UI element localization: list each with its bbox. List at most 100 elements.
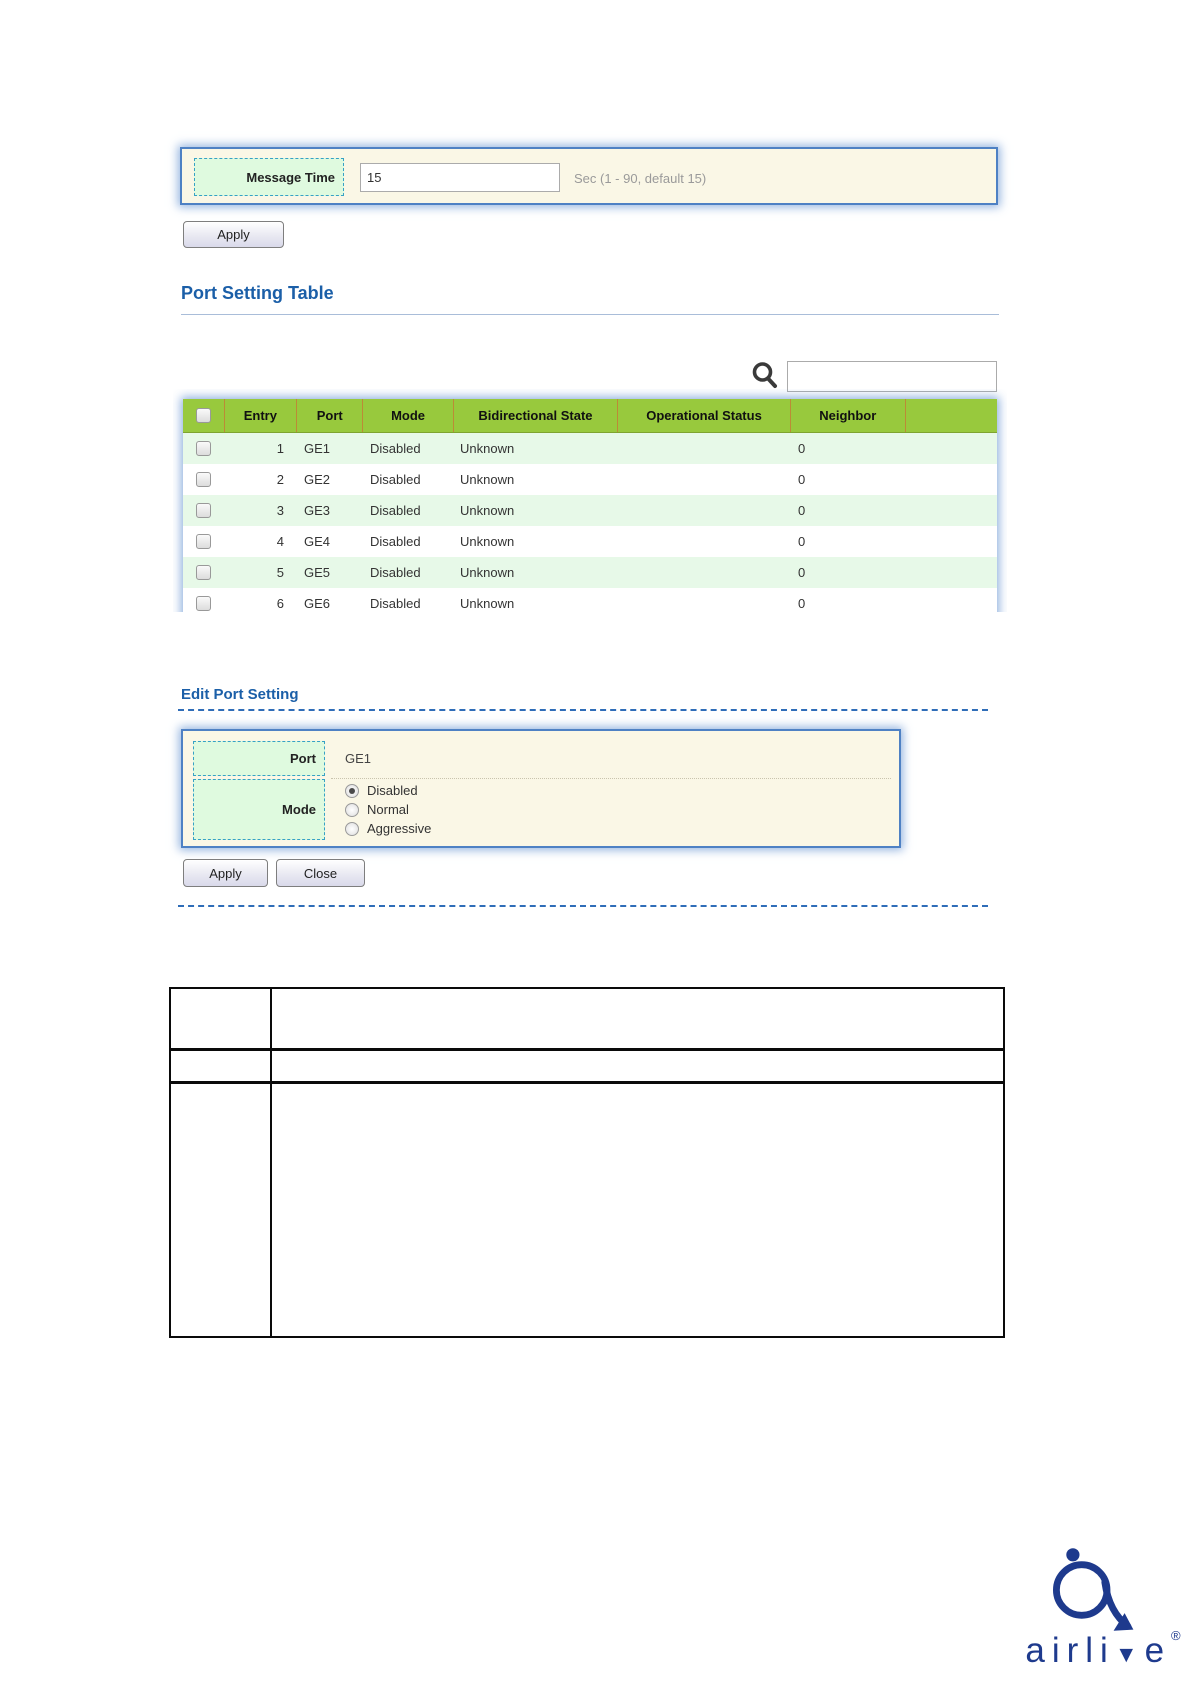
cell-mode: Disabled [370,534,421,549]
cell-entry: 6 [276,596,284,611]
cell-blank [905,464,997,495]
row-checkbox[interactable] [196,472,211,487]
cell-operational-status [617,464,790,495]
message-time-label: Message Time [194,158,344,196]
cell-bidirectional-state: Unknown [460,596,515,611]
cell-mode: Disabled [370,596,421,611]
radio-icon[interactable] [345,821,359,836]
table-row: 4 GE4 Disabled Unknown 0 [183,526,997,557]
table-row: 6 GE6 Disabled Unknown 0 [183,588,997,612]
cell-blank [905,526,997,557]
cell-mode: Disabled [370,503,421,518]
row-checkbox[interactable] [196,565,211,580]
table-header-row: Entry Port Mode Bidirectional State Oper… [183,399,997,433]
col-header-bidirectional-state[interactable]: Bidirectional State [454,399,619,432]
port-setting-table-title: Port Setting Table [181,283,334,303]
row-checkbox[interactable] [196,503,211,518]
radio-icon[interactable] [345,783,359,798]
description-table [169,987,1005,1338]
select-all-checkbox[interactable] [195,408,211,423]
mode-radio-option[interactable]: Disabled [345,781,431,800]
cell-neighbor: 0 [798,503,806,518]
cell-port: GE3 [304,503,331,518]
mode-radio-option[interactable]: Normal [345,800,431,819]
cell-blank [905,588,997,612]
cell-neighbor: 0 [798,596,806,611]
col-header-operational-status[interactable]: Operational Status [618,399,791,432]
apply-button[interactable]: Apply [183,221,284,248]
description-table-cell [272,1051,1003,1084]
search-icon [752,362,777,388]
port-table-body: 1 GE1 Disabled Unknown 0 2 GE2 Disabled … [183,433,997,612]
row-checkbox-cell [183,588,224,612]
description-table-cell [171,1084,272,1336]
apply-button[interactable]: Apply [183,859,268,887]
table-row: 5 GE5 Disabled Unknown 0 [183,557,997,588]
row-checkbox-cell [183,433,224,464]
row-checkbox[interactable] [196,596,211,611]
section-separator [178,709,988,711]
cell-operational-status [617,557,790,588]
search-input[interactable] [787,361,997,392]
cell-operational-status [617,526,790,557]
table-row: 3 GE3 Disabled Unknown 0 [183,495,997,526]
message-time-panel: Message Time Sec (1 - 90, default 15) [180,147,998,205]
message-time-input[interactable] [360,163,560,192]
mode-radio-option[interactable]: Aggressive [345,819,431,838]
port-table-clip-region: Entry Port Mode Bidirectional State Oper… [173,389,1007,612]
cell-bidirectional-state: Unknown [460,503,515,518]
title-rule [181,314,999,315]
cell-operational-status [617,495,790,526]
col-header-mode[interactable]: Mode [363,399,454,432]
radio-icon[interactable] [345,802,359,817]
wordmark-text: e [1144,1631,1172,1670]
row-checkbox[interactable] [196,534,211,549]
cell-port: GE4 [304,534,331,549]
section-separator [178,905,988,907]
mode-label: Mode [193,779,325,840]
col-header-entry[interactable]: Entry [225,399,298,432]
cell-operational-status [617,433,790,464]
wordmark-v-triangle: ▼ [1114,1641,1145,1667]
cell-entry: 5 [276,565,284,580]
row-divider [331,778,891,779]
cell-port: GE6 [304,596,331,611]
airlive-logo-icon [1052,1548,1134,1631]
cell-entry: 4 [276,534,284,549]
close-button[interactable]: Close [276,859,365,887]
cell-operational-status [617,588,790,612]
row-checkbox-cell [183,464,224,495]
cell-blank [905,433,997,464]
cell-mode: Disabled [370,441,421,456]
row-checkbox-cell [183,495,224,526]
cell-neighbor: 0 [798,565,806,580]
cell-neighbor: 0 [798,441,806,456]
wordmark-text: airli [1025,1631,1115,1670]
row-checkbox-cell [183,557,224,588]
cell-mode: Disabled [370,472,421,487]
mode-radio-group: Disabled Normal Aggressive [345,781,431,838]
cell-bidirectional-state: Unknown [460,472,515,487]
description-table-cell [171,1051,272,1084]
cell-mode: Disabled [370,565,421,580]
airlive-wordmark: airli▼e® [1018,1628,1188,1671]
edit-port-setting-panel: Port GE1 Mode Disabled Normal Aggressive [181,729,901,848]
row-checkbox[interactable] [196,441,211,456]
cell-bidirectional-state: Unknown [460,441,515,456]
description-table-cell [272,989,1003,1051]
cell-blank [905,495,997,526]
cell-bidirectional-state: Unknown [460,565,515,580]
edit-port-setting-title: Edit Port Setting [181,686,299,703]
description-table-cell [171,989,272,1051]
col-header-port[interactable]: Port [297,399,364,432]
table-row: 2 GE2 Disabled Unknown 0 [183,464,997,495]
description-table-cell [272,1084,1003,1336]
table-row: 1 GE1 Disabled Unknown 0 [183,433,997,464]
cell-port: GE2 [304,472,331,487]
registered-mark: ® [1171,1628,1181,1643]
cell-blank [905,557,997,588]
cell-neighbor: 0 [798,534,806,549]
cell-entry: 2 [276,472,284,487]
col-header-neighbor[interactable]: Neighbor [791,399,906,432]
